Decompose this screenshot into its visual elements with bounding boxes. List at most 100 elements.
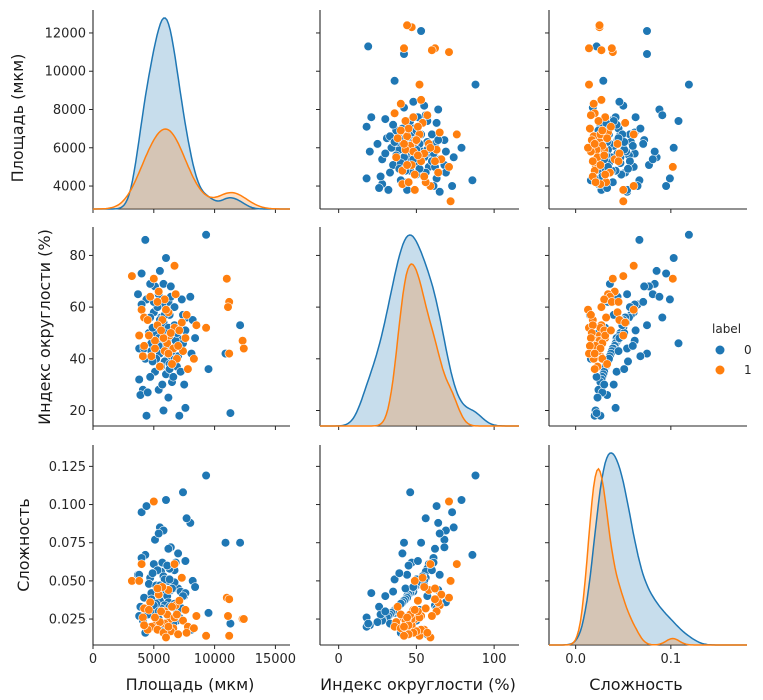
scatter-point-label-0	[161, 253, 171, 263]
scatter-point-label-1	[618, 330, 628, 341]
scatter-point-label-1	[430, 583, 440, 594]
scatter-point-label-1	[430, 156, 440, 166]
scatter-point-label-1	[239, 343, 249, 354]
scatter-point-label-1	[607, 43, 617, 53]
scatter-point-label-0	[380, 606, 390, 617]
scatter-point-label-1	[399, 622, 409, 632]
scatter-point-label-0	[673, 116, 684, 126]
y-tick-label: 0.075	[49, 536, 86, 551]
scatter-point-label-0	[163, 393, 173, 403]
scatter-point-label-1	[222, 274, 232, 284]
scatter-point-label-0	[185, 292, 195, 302]
scatter-point-label-1	[422, 628, 432, 638]
scatter-point-label-0	[362, 122, 372, 132]
scatter-point-label-0	[651, 266, 662, 276]
scatter-point-label-0	[591, 408, 602, 418]
scatter-point-label-1	[629, 305, 639, 315]
scatter-point-label-0	[190, 333, 200, 343]
scatter-point-label-1	[167, 359, 177, 369]
y-tick-label: 40	[69, 352, 86, 367]
scatter-point-label-1	[668, 162, 678, 172]
scatter-point-label-1	[158, 333, 169, 343]
scatter-point-label-1	[396, 125, 406, 136]
y-tick-label: 4000	[53, 180, 86, 195]
scatter-point-label-1	[410, 576, 420, 586]
scatter-point-label-1	[585, 341, 595, 351]
scatter-point-label-1	[597, 125, 607, 136]
scatter-point-label-0	[168, 372, 178, 382]
scatter-point-label-1	[177, 573, 187, 583]
scatter-point-label-0	[148, 568, 158, 578]
scatter-point-label-1	[427, 611, 437, 621]
scatter-point-label-1	[150, 612, 160, 623]
scatter-point-label-1	[166, 328, 176, 338]
scatter-point-label-0	[180, 403, 190, 413]
scatter-point-label-0	[435, 570, 445, 580]
scatter-point-label-1	[399, 139, 409, 149]
scatter-point-label-0	[456, 495, 467, 505]
kde-line-label-1	[549, 467, 747, 646]
kde-fill-label-1	[549, 468, 747, 645]
scatter-point-label-1	[596, 302, 607, 312]
panel-area-vs-complexity	[545, 10, 747, 213]
scatter-point-label-1	[177, 318, 187, 328]
scatter-point-label-0	[399, 538, 409, 548]
kde-line-label-1	[320, 263, 519, 427]
scatter-point-label-1	[585, 124, 595, 134]
scatter-point-label-1	[419, 582, 429, 592]
scatter-point-label-1	[152, 297, 163, 307]
scatter-point-label-0	[397, 548, 408, 559]
y-label-roundness: Индекс округлости (%)	[35, 229, 54, 425]
scatter-point-label-0	[165, 574, 175, 585]
kde-line-label-0	[93, 17, 290, 210]
scatter-point-label-1	[171, 289, 181, 299]
x-tick-label: 50	[408, 652, 425, 667]
scatter-point-label-0	[173, 548, 183, 559]
scatter-point-label-0	[435, 187, 445, 197]
scatter-point-label-0	[467, 175, 478, 185]
scatter-point-label-0	[654, 292, 665, 302]
scatter-point-label-1	[182, 310, 192, 320]
scatter-point-label-1	[396, 99, 406, 109]
y-tick-label: 12000	[45, 26, 86, 41]
x-tick-label: 15000	[255, 652, 296, 667]
scatter-point-label-0	[635, 351, 646, 361]
scatter-point-label-0	[388, 120, 398, 130]
scatter-point-label-1	[149, 274, 159, 284]
scatter-point-label-0	[380, 114, 390, 124]
scatter-point-label-1	[594, 20, 605, 30]
scatter-point-label-1	[152, 583, 163, 594]
scatter-point-label-0	[225, 618, 235, 629]
scatter-point-label-1	[416, 95, 426, 105]
scatter-point-label-0	[166, 281, 176, 292]
scatter-point-label-0	[684, 79, 694, 90]
scatter-point-label-1	[413, 596, 423, 606]
panel-area-vs-roundness	[316, 10, 519, 213]
scatter-point-label-0	[611, 367, 622, 377]
legend-label-1: 1	[744, 363, 752, 377]
scatter-point-label-0	[614, 97, 625, 107]
scatter-point-label-1	[595, 160, 606, 170]
scatter-point-label-1	[393, 602, 403, 612]
y-tick-label: 0.025	[49, 613, 86, 628]
scatter-point-label-1	[599, 294, 609, 305]
scatter-point-label-1	[404, 177, 414, 187]
scatter-point-label-1	[390, 108, 400, 118]
panel-roundness-vs-area: 20 40 60 80	[69, 227, 290, 430]
scatter-point-label-0	[408, 97, 418, 107]
scatter-point-label-0	[638, 297, 648, 307]
scatter-point-label-1	[239, 614, 249, 624]
x-label-roundness: Индекс округлости (%)	[320, 675, 516, 694]
axis-labels: Площадь (мкм) Индекс округлости (%) Слож…	[8, 54, 683, 694]
y-tick-label: 8000	[53, 103, 86, 118]
scatter-point-label-1	[138, 351, 148, 361]
scatter-point-label-0	[145, 372, 155, 382]
scatter-point-label-0	[362, 173, 372, 183]
scatter-point-label-0	[628, 341, 638, 351]
x-tick-label: 5000	[137, 652, 170, 667]
scatter-point-label-1	[606, 122, 616, 132]
scatter-point-label-1	[430, 594, 440, 604]
scatter-point-label-1	[189, 623, 199, 633]
scatter-point-label-1	[436, 589, 446, 600]
